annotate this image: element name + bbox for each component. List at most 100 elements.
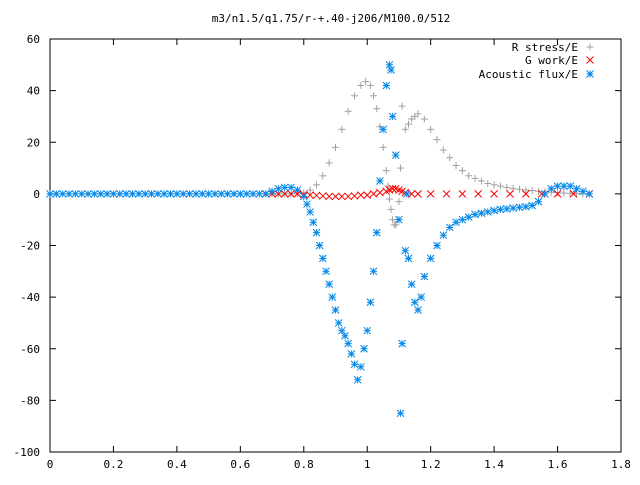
y-tick-label: -20 [20, 240, 40, 253]
g-work-point [280, 190, 289, 198]
r-stress-point [362, 78, 370, 86]
g-work-point [442, 190, 451, 198]
r-stress-point [528, 187, 536, 195]
acoustic-flux-point [84, 190, 92, 198]
acoustic-flux-point [490, 206, 498, 215]
acoustic-flux-point [46, 190, 54, 198]
r-stress-point [395, 198, 403, 206]
r-stress-point [452, 161, 460, 169]
g-work-point [414, 190, 422, 198]
acoustic-flux-point [369, 267, 378, 276]
x-tick-label: 1 [364, 458, 371, 471]
x-tick-label: 1.4 [484, 458, 504, 471]
acoustic-flux-point [553, 182, 562, 190]
acoustic-flux-point [52, 190, 61, 198]
r-stress-point [332, 143, 339, 151]
acoustic-flux-point [242, 190, 251, 198]
acoustic-flux-point [360, 344, 368, 353]
plot-frame [49, 38, 622, 453]
r-stress-point [319, 172, 327, 180]
acoustic-flux-point [236, 190, 245, 198]
g-work-point [376, 188, 384, 197]
acoustic-flux-point [353, 375, 362, 384]
acoustic-flux-point [439, 231, 448, 240]
legend-marker-star [586, 70, 594, 78]
g-work-point [293, 190, 302, 198]
r-stress-point [379, 143, 387, 151]
acoustic-flux-point [280, 183, 289, 192]
x-tick-label: 0.8 [294, 458, 314, 471]
acoustic-flux-point [344, 339, 353, 348]
r-stress-point [382, 167, 390, 175]
acoustic-flux-point [185, 190, 194, 198]
acoustic-flux-point [515, 203, 524, 212]
series-layer [46, 60, 594, 418]
acoustic-flux-point [299, 192, 308, 201]
r-stress-point [420, 115, 428, 123]
acoustic-flux-point [566, 182, 575, 190]
y-tick-label: -40 [20, 291, 40, 304]
series-acoustic-flux [46, 60, 594, 418]
acoustic-flux-point [128, 190, 137, 198]
r-stress-point [522, 186, 530, 194]
acoustic-flux-point [268, 187, 276, 196]
acoustic-flux-point [452, 218, 460, 227]
legend: R stress/E G work/E Acoustic flux/E [479, 41, 594, 81]
x-axis: 0 0.2 0.4 0.6 0.8 1 1.2 1.4 1.6 1.8 [47, 39, 631, 471]
acoustic-flux-point [347, 350, 356, 358]
y-tick-label: 0 [33, 188, 40, 201]
acoustic-flux-point [160, 190, 169, 198]
acoustic-flux-point [179, 190, 188, 198]
g-work-point [521, 190, 530, 198]
acoustic-flux-point [414, 306, 422, 314]
acoustic-flux-point [404, 254, 413, 263]
acoustic-flux-point [572, 184, 581, 193]
g-work-point [331, 192, 340, 201]
acoustic-flux-point [147, 190, 156, 198]
acoustic-flux-point [173, 190, 181, 198]
acoustic-flux-point [230, 190, 238, 198]
acoustic-flux-point [458, 215, 467, 224]
acoustic-flux-point [77, 190, 86, 198]
r-stress-point [458, 167, 466, 175]
acoustic-flux-point [396, 409, 405, 418]
legend-marker-g-work [586, 56, 594, 64]
x-tick-label: 0.2 [104, 458, 124, 471]
r-stress-point [338, 125, 346, 133]
g-work-point [506, 190, 514, 198]
acoustic-flux-point [90, 190, 99, 198]
r-stress-point [554, 189, 562, 197]
acoustic-flux-point [192, 190, 200, 198]
legend-label-r-stress: R stress/E [512, 41, 578, 54]
acoustic-flux-point [58, 190, 67, 198]
r-stress-point [414, 110, 422, 118]
acoustic-flux-point [318, 254, 327, 263]
acoustic-flux-point [387, 66, 395, 74]
acoustic-flux-point [287, 183, 295, 192]
acoustic-flux-point [471, 210, 479, 219]
r-stress-point [446, 154, 454, 162]
r-stress-point [357, 81, 365, 89]
x-tick-label: 0.6 [230, 458, 250, 471]
acoustic-flux-point [341, 331, 349, 340]
r-stress-point [397, 164, 405, 172]
acoustic-flux-point [255, 190, 264, 198]
g-work-point [287, 190, 295, 198]
r-stress-point [387, 205, 395, 213]
g-work-point [388, 184, 397, 193]
acoustic-flux-point [528, 201, 537, 210]
legend-label-g-work: G work/E [525, 54, 578, 67]
acoustic-flux-point [306, 208, 314, 216]
acoustic-flux-point [401, 246, 410, 255]
acoustic-flux-point [391, 151, 400, 160]
acoustic-flux-point [395, 215, 403, 224]
acoustic-flux-point [407, 280, 416, 289]
acoustic-flux-point [331, 306, 340, 314]
acoustic-flux-point [541, 190, 549, 198]
legend-marker-plus [586, 43, 594, 51]
legend-marker-r-stress [586, 43, 594, 51]
acoustic-flux-point [303, 200, 311, 209]
x-tick-label: 1.6 [548, 458, 568, 471]
x-tick-label: 1.8 [611, 458, 631, 471]
